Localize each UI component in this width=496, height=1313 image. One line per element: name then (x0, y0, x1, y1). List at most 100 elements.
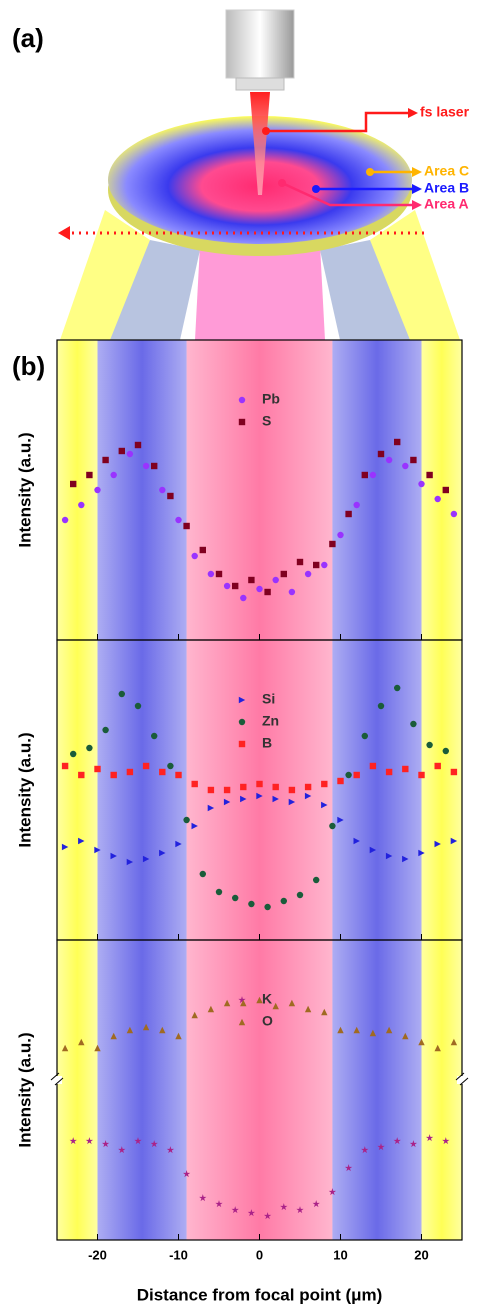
point (232, 894, 239, 902)
axis-break (50, 1072, 60, 1081)
axis-break (54, 1077, 64, 1086)
point (321, 780, 328, 788)
legend-marker (238, 696, 246, 704)
point (78, 837, 85, 845)
point (280, 897, 287, 905)
point (353, 837, 360, 845)
point (110, 471, 117, 479)
diagram: (a) (12, 9, 460, 340)
point (450, 768, 458, 776)
point (191, 1011, 198, 1019)
point (329, 822, 336, 830)
point (94, 486, 101, 494)
point (288, 588, 296, 596)
point (191, 780, 198, 788)
point (126, 1026, 134, 1034)
point (353, 1026, 360, 1034)
point (425, 1134, 434, 1142)
point (264, 903, 271, 911)
point (61, 762, 69, 770)
point (248, 576, 255, 584)
x-tick-label: 10 (333, 1247, 347, 1262)
point (94, 846, 101, 854)
laser-beam (250, 92, 270, 195)
panel-label: (b) (12, 351, 45, 381)
point (304, 783, 312, 791)
x-tick-label: -20 (88, 1247, 107, 1262)
point (215, 570, 223, 578)
point (94, 765, 101, 773)
point (118, 1146, 126, 1154)
plots: Intensity (a.u.) Pb S Intensity (a.u.) Si Zn B… (15, 339, 469, 1304)
point (450, 1038, 458, 1046)
callout-label: Area A (424, 196, 469, 212)
axis-break (459, 1077, 469, 1086)
point (394, 684, 401, 692)
point (361, 471, 368, 479)
axis-break-gap (52, 1076, 62, 1084)
point (402, 765, 409, 773)
point (85, 1137, 94, 1145)
point (369, 846, 377, 854)
y-axis-label: Intensity (a.u.) (15, 1032, 34, 1147)
point (159, 486, 166, 494)
point (240, 594, 247, 602)
point (118, 447, 125, 455)
point (402, 1032, 409, 1040)
point (215, 1200, 223, 1208)
point (394, 438, 401, 446)
point (328, 1188, 337, 1196)
point (223, 798, 231, 806)
point (69, 1137, 77, 1145)
point (166, 1146, 175, 1154)
point (215, 888, 223, 896)
leader (266, 111, 410, 133)
region-band (421, 340, 462, 1240)
point (94, 1044, 101, 1052)
point (280, 570, 287, 578)
point (78, 771, 85, 779)
point (101, 1140, 110, 1148)
point (110, 1032, 117, 1040)
objective (225, 9, 295, 79)
point (78, 1038, 85, 1046)
point (361, 1146, 369, 1154)
point (183, 522, 190, 530)
point (280, 1203, 288, 1211)
point (70, 750, 77, 758)
point (304, 792, 312, 800)
point (272, 795, 279, 803)
point (118, 690, 126, 698)
point (272, 576, 279, 584)
point (134, 702, 142, 710)
point (142, 462, 150, 470)
legend-marker (238, 718, 246, 726)
point (393, 1137, 401, 1145)
point (175, 1032, 182, 1040)
point (199, 1194, 207, 1202)
scan-arrow (58, 226, 70, 240)
point (410, 456, 417, 464)
point (377, 702, 385, 710)
point (321, 1008, 328, 1016)
beam-center (195, 245, 325, 340)
point (240, 783, 247, 791)
point (175, 516, 182, 524)
point (61, 843, 69, 851)
point (70, 480, 77, 488)
point (434, 840, 441, 848)
point (207, 786, 215, 794)
point (434, 1044, 441, 1052)
legend-label: K (262, 991, 272, 1007)
point (296, 891, 304, 899)
point (272, 1002, 279, 1010)
point (369, 762, 377, 770)
point (126, 858, 134, 866)
point (369, 1029, 377, 1037)
point (296, 558, 304, 566)
point (126, 768, 134, 776)
point (150, 1140, 158, 1148)
point (110, 771, 117, 779)
legend-label: Si (262, 691, 275, 707)
point (61, 1044, 69, 1052)
